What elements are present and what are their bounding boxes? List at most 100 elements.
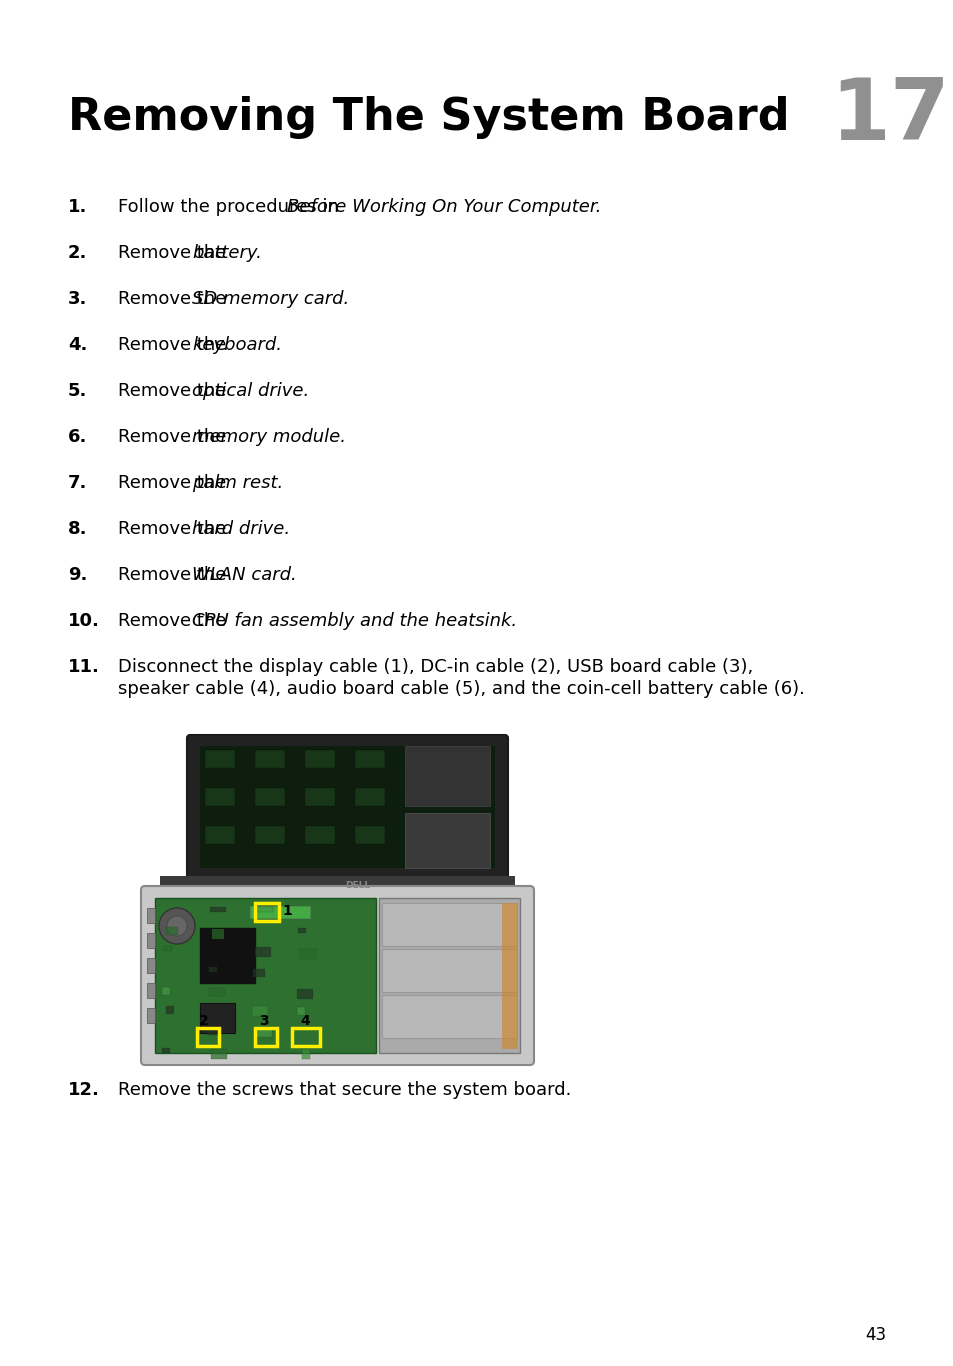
Bar <box>305 826 335 844</box>
Text: Remove the: Remove the <box>118 290 232 307</box>
Text: Removing The System Board: Removing The System Board <box>68 96 789 139</box>
Bar <box>381 903 517 947</box>
Bar <box>209 966 216 974</box>
Text: Remove the: Remove the <box>118 245 232 262</box>
Bar <box>212 989 228 994</box>
Text: 2: 2 <box>199 1014 209 1029</box>
Bar <box>147 1008 154 1023</box>
Text: 17: 17 <box>829 75 949 158</box>
Bar <box>254 903 278 921</box>
Text: memory module.: memory module. <box>193 428 346 447</box>
Text: Remove the: Remove the <box>118 336 232 354</box>
Bar <box>200 746 495 867</box>
Bar <box>253 906 269 914</box>
Bar <box>405 750 435 768</box>
Bar <box>298 1046 307 1055</box>
Bar <box>253 947 266 956</box>
Text: DELL: DELL <box>345 881 370 891</box>
Text: 1: 1 <box>282 904 292 918</box>
Text: WLAN card.: WLAN card. <box>193 566 296 585</box>
Bar <box>254 750 285 768</box>
Bar <box>210 926 226 932</box>
Bar <box>254 1029 276 1046</box>
Bar <box>381 994 517 1038</box>
Text: speaker cable (4), audio board cable (5), and the coin-cell battery cable (6).: speaker cable (4), audio board cable (5)… <box>118 680 804 698</box>
Ellipse shape <box>159 908 194 944</box>
Bar <box>166 1048 173 1053</box>
Text: keyboard.: keyboard. <box>193 336 282 354</box>
FancyBboxPatch shape <box>187 735 507 878</box>
Text: Remove the: Remove the <box>118 382 232 400</box>
Bar <box>298 947 314 952</box>
Text: battery.: battery. <box>193 245 262 262</box>
Bar <box>163 949 171 958</box>
Bar <box>254 788 285 806</box>
Bar <box>254 826 285 844</box>
Text: 3: 3 <box>258 1014 269 1029</box>
Bar <box>147 933 154 948</box>
Bar <box>256 1005 273 1014</box>
Text: 5.: 5. <box>68 382 88 400</box>
Bar <box>455 750 484 768</box>
FancyBboxPatch shape <box>141 887 534 1065</box>
Bar <box>205 750 234 768</box>
Text: palm rest.: palm rest. <box>193 474 283 492</box>
Text: 4.: 4. <box>68 336 88 354</box>
Bar <box>154 897 375 1053</box>
Text: 10.: 10. <box>68 612 100 630</box>
Text: Remove the: Remove the <box>118 612 232 630</box>
Text: optical drive.: optical drive. <box>193 382 310 400</box>
Bar <box>381 949 517 992</box>
Text: SD memory card.: SD memory card. <box>193 290 349 307</box>
Bar <box>405 746 490 806</box>
Ellipse shape <box>167 917 187 936</box>
Bar <box>355 788 385 806</box>
Text: Remove the: Remove the <box>118 474 232 492</box>
Text: Remove the: Remove the <box>118 428 232 447</box>
Text: 8.: 8. <box>68 520 88 538</box>
Bar <box>135 731 539 1071</box>
Text: 9.: 9. <box>68 566 88 585</box>
Bar <box>455 788 484 806</box>
Bar <box>405 813 490 867</box>
Bar <box>200 1003 234 1033</box>
Bar <box>147 958 154 973</box>
Bar <box>355 750 385 768</box>
Text: 12.: 12. <box>68 1081 100 1100</box>
Text: 2.: 2. <box>68 245 88 262</box>
Bar <box>297 928 306 936</box>
Bar <box>250 906 310 918</box>
Bar <box>160 876 515 891</box>
Text: 11.: 11. <box>68 658 100 676</box>
Text: 43: 43 <box>864 1326 885 1344</box>
Bar <box>212 906 220 911</box>
Bar <box>405 788 435 806</box>
Text: 4: 4 <box>299 1014 310 1029</box>
Bar <box>166 929 182 934</box>
Text: Follow the procedures in: Follow the procedures in <box>118 198 344 216</box>
Text: Remove the screws that secure the system board.: Remove the screws that secure the system… <box>118 1081 571 1100</box>
Bar <box>209 1029 216 1040</box>
Bar <box>211 1046 223 1056</box>
Text: 3.: 3. <box>68 290 88 307</box>
Text: Before Working On Your Computer.: Before Working On Your Computer. <box>287 198 600 216</box>
Bar <box>164 989 172 997</box>
Bar <box>292 1029 319 1046</box>
Bar <box>205 788 234 806</box>
Bar <box>378 897 519 1053</box>
Bar <box>255 1027 268 1035</box>
Text: hard drive.: hard drive. <box>193 520 290 538</box>
Bar <box>196 1029 219 1046</box>
Bar <box>501 903 517 1048</box>
Bar <box>455 826 484 844</box>
Bar <box>147 984 154 999</box>
Text: CPU fan assembly and the heatsink.: CPU fan assembly and the heatsink. <box>193 612 517 630</box>
Bar <box>302 989 310 999</box>
Text: 1.: 1. <box>68 198 88 216</box>
Bar <box>256 968 273 978</box>
Bar <box>305 788 335 806</box>
Text: Disconnect the display cable (1), DC-in cable (2), USB board cable (3),: Disconnect the display cable (1), DC-in … <box>118 658 753 676</box>
Bar <box>302 1007 314 1012</box>
Text: 7.: 7. <box>68 474 88 492</box>
Text: Remove the: Remove the <box>118 520 232 538</box>
